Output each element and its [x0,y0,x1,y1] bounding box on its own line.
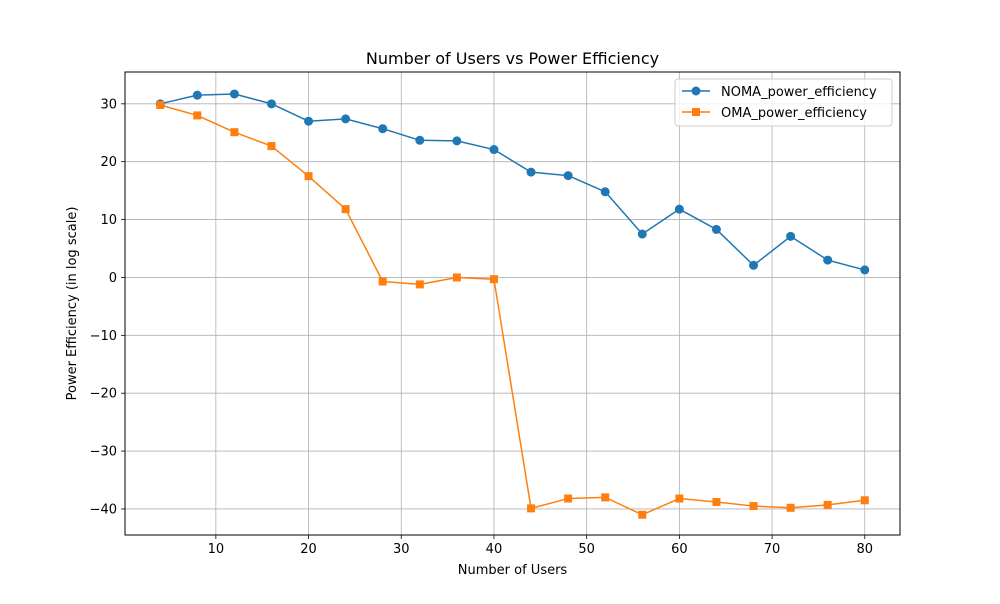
data-point-oma-power-efficiency [860,496,869,505]
y-tick-label: 20 [100,155,117,170]
data-point-oma-power-efficiency [304,172,313,181]
data-point-noma-power-efficiency [341,114,351,124]
x-tick-label: 60 [671,542,688,557]
y-tick-label: 0 [109,271,117,286]
y-tick-label: −40 [90,502,117,517]
x-tick-label: 70 [764,542,781,557]
legend-box [674,78,893,127]
plot-area-frame [124,71,901,536]
legend-noma-label: NOMA_power_efficiency [721,85,877,100]
data-point-oma-power-efficiency [489,275,498,284]
data-point-oma-power-efficiency [267,142,276,151]
data-point-noma-power-efficiency [229,89,239,99]
x-tick-label: 80 [856,542,873,557]
series-line-noma-power-efficiency [160,93,865,271]
x-tick-label: 10 [208,542,225,557]
data-point-noma-power-efficiency [600,187,610,197]
data-point-noma-power-efficiency [860,265,870,275]
data-point-oma-power-efficiency [378,277,387,286]
data-point-oma-power-efficiency [230,128,239,137]
data-point-oma-power-efficiency [156,100,165,109]
data-point-oma-power-efficiency [527,504,536,513]
data-point-oma-power-efficiency [415,280,424,289]
data-point-noma-power-efficiency [674,204,684,214]
series-line-oma-power-efficiency [160,104,865,516]
data-point-noma-power-efficiency [637,229,647,239]
legend-oma-marker [692,108,700,116]
data-point-oma-power-efficiency [749,502,758,511]
data-point-noma-power-efficiency [452,136,462,146]
y-tick-label: −30 [90,445,117,460]
y-axis-ticks: −40 −30 −20 −10 0 10 20 30 [90,97,125,517]
data-point-oma-power-efficiency [823,500,832,509]
y-tick-label: 10 [100,213,117,228]
x-tick-label: 40 [486,542,503,557]
y-tick-label: 30 [100,97,117,112]
x-axis-label: Number of Users [458,563,568,578]
y-tick-label: −10 [90,329,117,344]
data-point-noma-power-efficiency [749,260,759,270]
data-point-noma-power-efficiency [304,116,314,126]
data-point-noma-power-efficiency [563,171,573,181]
data-point-oma-power-efficiency [786,503,795,512]
data-point-noma-power-efficiency [378,124,388,134]
data-point-noma-power-efficiency [711,224,721,234]
data-point-oma-power-efficiency [341,205,350,214]
data-point-noma-power-efficiency [526,167,536,177]
x-axis-ticks: 10 20 30 40 50 60 70 80 [208,535,873,557]
grid-lines [125,72,900,535]
data-point-oma-power-efficiency [601,493,610,502]
data-point-oma-power-efficiency [675,494,684,503]
series-layer [155,89,870,519]
data-point-oma-power-efficiency [452,273,461,282]
chart-title: Number of Users vs Power Efficiency [366,49,659,68]
data-point-noma-power-efficiency [489,145,499,155]
data-point-oma-power-efficiency [638,510,647,519]
data-point-noma-power-efficiency [266,99,276,109]
x-tick-label: 20 [300,542,317,557]
data-point-oma-power-efficiency [564,494,573,503]
data-point-noma-power-efficiency [823,255,833,265]
data-point-noma-power-efficiency [415,135,425,145]
x-tick-label: 30 [393,542,410,557]
legend-oma-label: OMA_power_efficiency [721,106,867,121]
data-point-noma-power-efficiency [192,90,202,100]
x-tick-label: 50 [578,542,595,557]
data-point-noma-power-efficiency [786,231,796,241]
data-point-oma-power-efficiency [193,111,202,120]
y-tick-label: −20 [90,387,117,402]
y-axis-label: Power Efficiency (in log scale) [65,207,80,401]
legend: NOMA_power_efficiency OMA_power_efficien… [674,78,893,127]
legend-noma-marker [691,86,701,96]
data-point-oma-power-efficiency [712,498,721,507]
